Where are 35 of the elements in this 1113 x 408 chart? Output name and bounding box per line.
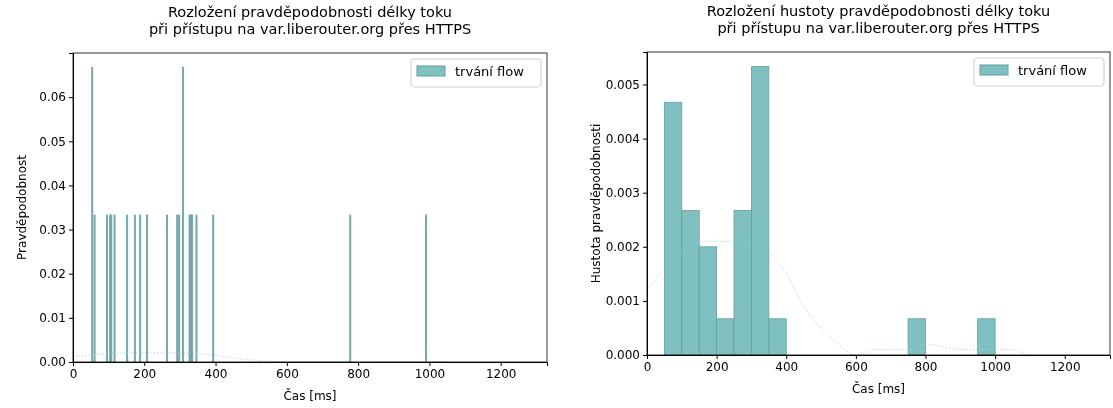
- x-tick-label: 0: [643, 359, 652, 374]
- y-tick-label: 0.004: [605, 131, 640, 146]
- y-axis-title: Pravděpodobnost: [15, 154, 29, 260]
- x-tick-label: 200: [705, 359, 729, 374]
- legend-label: trvání flow: [1018, 63, 1088, 78]
- y-tick-label: 0.03: [39, 222, 66, 237]
- y-tick-label: 0.005: [605, 77, 640, 92]
- x-tick-label: 1000: [414, 366, 446, 381]
- chart-title: Rozložení hustoty pravděpodobnosti délky toku při přístupu na var.liberouter.org přes HTTPS: [706, 3, 1051, 36]
- x-tick-label: 1200: [1049, 359, 1081, 374]
- x-tick-label: 1000: [980, 359, 1011, 374]
- x-tick-label: 800: [914, 359, 938, 374]
- x-tick-label: 600: [275, 366, 299, 381]
- y-tick-label: 0.001: [605, 294, 640, 309]
- x-tick-label: 800: [347, 366, 371, 381]
- y-tick-label: 0.05: [39, 134, 66, 149]
- x-tick-label: 0: [69, 366, 78, 381]
- y-tick-label: 0.06: [39, 90, 66, 105]
- x-axis-title: Čas [ms]: [851, 381, 906, 396]
- y-tick-label: 0.002: [605, 240, 640, 255]
- x-tick-label: 400: [204, 366, 228, 381]
- x-tick-label: 200: [133, 366, 157, 381]
- x-tick-label: 1200: [485, 366, 517, 381]
- y-tick-label: 0.003: [605, 186, 640, 201]
- x-axis-title: Čas [ms]: [283, 388, 337, 403]
- legend-label: trvání flow: [455, 64, 525, 79]
- y-tick-label: 0.000: [605, 348, 640, 363]
- y-tick-label: 0.00: [39, 355, 66, 370]
- x-tick-label: 400: [775, 359, 799, 374]
- y-tick-label: 0.02: [39, 267, 66, 282]
- x-tick-label: 600: [844, 359, 868, 374]
- y-tick-label: 0.04: [39, 178, 66, 193]
- y-tick-label: 0.01: [39, 311, 66, 326]
- chart-title: Rozložení pravděpodobnosti délky toku při přístupu na var.liberouter.org přes HTTPS: [148, 4, 472, 37]
- y-axis-title: Hustota pravděpodobnosti: [589, 123, 603, 284]
